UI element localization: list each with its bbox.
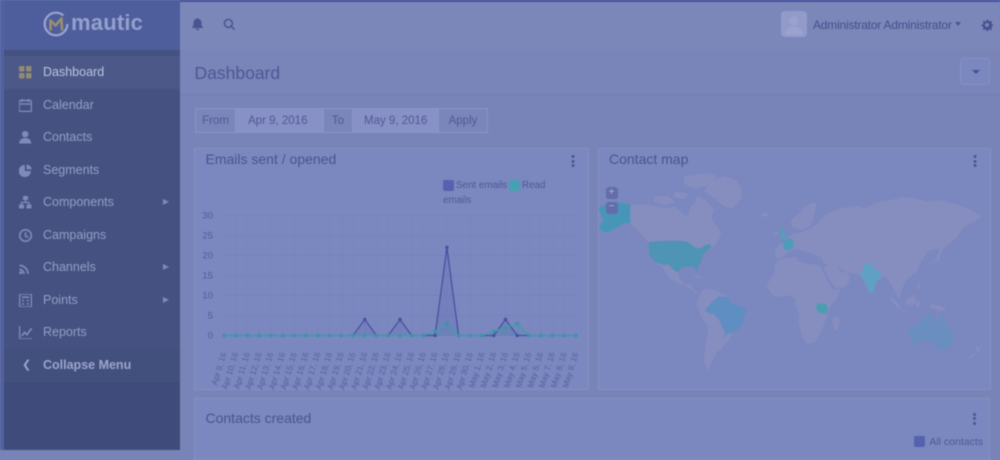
svg-text:20: 20 [202, 250, 213, 261]
svg-text:30: 30 [202, 210, 213, 221]
svg-text:25: 25 [202, 230, 213, 241]
svg-text:5: 5 [208, 310, 213, 321]
svg-text:10: 10 [202, 290, 213, 301]
svg-text:15: 15 [202, 270, 213, 281]
svg-text:0: 0 [208, 330, 213, 341]
